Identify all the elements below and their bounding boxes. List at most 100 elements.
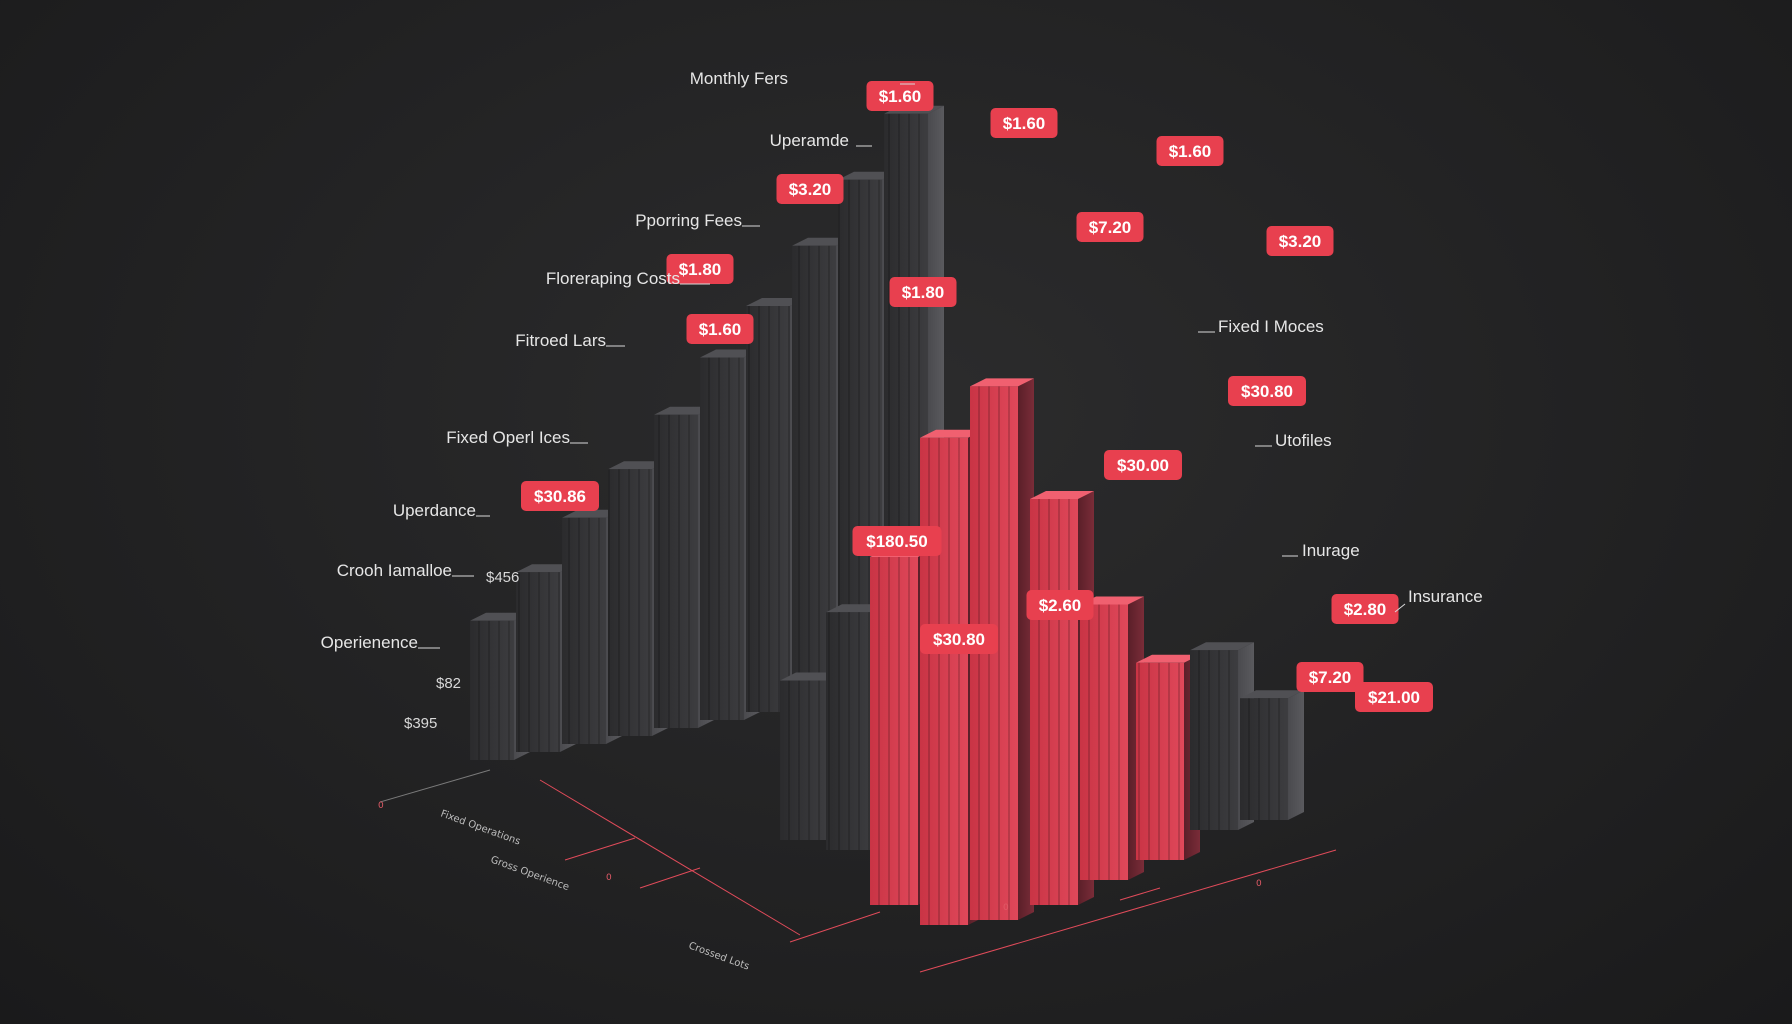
bar-ribs [780, 680, 828, 840]
value-tag-3: $1.60 [1156, 136, 1224, 166]
value-tag-17: $7.20 [1296, 662, 1364, 692]
side-value-2: $82 [436, 675, 461, 692]
value-tag-12: $30.86 [521, 481, 599, 511]
bar-20 [1240, 690, 1304, 820]
bar-top [1080, 596, 1144, 605]
axis-tick-1 [564, 837, 636, 861]
callout-text: Insurance [1408, 587, 1483, 606]
value-tag-9: $30.80 [1228, 376, 1306, 406]
bar-top [746, 298, 806, 306]
bar-top [792, 237, 852, 246]
bar-top [970, 378, 1034, 387]
bar-ribs [608, 469, 652, 736]
bar-ribs [516, 572, 560, 752]
callout-text: Uperdance [393, 501, 476, 520]
callout-text: Operienence [321, 633, 418, 652]
callout-6: Fixed Operl Ices [446, 428, 588, 447]
value-tag-text: $3.20 [789, 180, 832, 199]
callout-1: Monthly Fers [690, 69, 915, 88]
callout-9: Operienence [321, 633, 440, 652]
bar-top [838, 171, 898, 180]
bar-ribs [1136, 662, 1184, 860]
callout-11: Utofiles [1255, 431, 1332, 450]
callout-8: Crooh Iamalloe [337, 561, 474, 580]
bar-ribs [700, 357, 744, 720]
value-tag-text: $1.80 [679, 260, 722, 279]
callout-text: Floreraping Costs [546, 269, 680, 288]
value-tag-text: $30.80 [933, 630, 985, 649]
bar-top [1136, 654, 1200, 663]
callout-text: Monthly Fers [690, 69, 788, 88]
callout-4: Floreraping Costs [546, 269, 710, 288]
axis-tick-label-2: 0 [606, 873, 612, 883]
value-tag-7: $1.80 [666, 254, 734, 284]
value-tag-5: $7.20 [1076, 212, 1144, 242]
bars-group [470, 105, 1304, 925]
value-tag-text: $30.86 [534, 487, 586, 506]
axis-line-right [919, 849, 1337, 973]
bar-ribs [1190, 650, 1238, 830]
value-tag-8: $1.80 [889, 277, 957, 307]
value-tag-text: $30.80 [1241, 382, 1293, 401]
callout-text: Utofiles [1275, 431, 1332, 450]
axis-line-left [379, 769, 491, 803]
value-tag-text: $1.80 [902, 283, 945, 302]
bar-top [1030, 491, 1094, 499]
bar-ribs [746, 306, 790, 712]
callout-text: Pporring Fees [635, 211, 742, 230]
value-tag-text: $2.60 [1039, 596, 1082, 615]
value-tag-text: $7.20 [1089, 218, 1132, 237]
value-tag-10: $1.60 [686, 314, 754, 344]
callout-5: Fitroed Lars [515, 331, 625, 350]
bar-ribs [826, 612, 874, 850]
bar-top [470, 612, 530, 621]
axis-label-1: Fixed Operations [439, 808, 522, 847]
bar-top [920, 429, 984, 438]
value-tag-18: $21.00 [1355, 682, 1433, 712]
value-tag-text: $21.00 [1368, 688, 1420, 707]
callout-3: Pporring Fees [635, 211, 760, 230]
value-tag-text: $1.60 [879, 87, 922, 106]
axis-tick-label-1: 0 [378, 801, 384, 811]
value-tag-2: $1.60 [990, 108, 1058, 138]
axis-tick-label-3: 0 [1003, 903, 1009, 913]
value-tag-16: $2.80 [1331, 594, 1399, 624]
value-tag-text: $2.80 [1344, 600, 1387, 619]
callout-text: Fixed I Moces [1218, 317, 1324, 336]
callout-labels: Monthly Fers Uperamde Pporring Fees Florera… [321, 69, 1483, 652]
axis-label-3: Crossed Lots [687, 940, 751, 972]
value-tag-text: $1.60 [1169, 142, 1212, 161]
bar-side [1288, 690, 1304, 820]
value-tags: $1.60 $1.60 $1.60 $3.20 $7.20 $3.20 $1.80 $1.80… [521, 81, 1433, 712]
bar-17 [1080, 596, 1144, 880]
bar-6 [700, 349, 760, 720]
callout-10: Fixed I Moces [1198, 317, 1324, 336]
callout-text: Uperamde [770, 131, 849, 150]
floor-axes [379, 769, 1337, 973]
bar-top [700, 349, 760, 358]
callout-text: Inurage [1302, 541, 1360, 560]
bar-ribs [1080, 604, 1128, 880]
axis-label-2: Gross Operience [489, 854, 571, 893]
value-tag-text: $30.00 [1117, 456, 1169, 475]
callout-7: Uperdance [393, 501, 490, 520]
callout-leader [1394, 603, 1406, 613]
bar-top [516, 564, 576, 573]
callout-text: Fixed Operl Ices [446, 428, 570, 447]
bar-top [562, 509, 622, 518]
axis-line-front [539, 779, 801, 936]
bar-ribs [1240, 698, 1288, 820]
axis-tick-4 [1119, 887, 1161, 901]
bar-ribs [470, 620, 514, 760]
value-tag-text: $180.50 [866, 532, 927, 551]
bar-ribs [870, 557, 918, 905]
value-tag-15: $30.80 [920, 624, 998, 654]
axis-tick-3 [789, 911, 881, 943]
side-value-3: $395 [404, 715, 437, 732]
value-tag-text: $1.60 [699, 320, 742, 339]
value-tag-11: $30.00 [1104, 450, 1182, 480]
value-tag-4: $3.20 [776, 174, 844, 204]
bar-ribs [920, 437, 968, 925]
value-tag-1: $1.60 [866, 81, 934, 111]
